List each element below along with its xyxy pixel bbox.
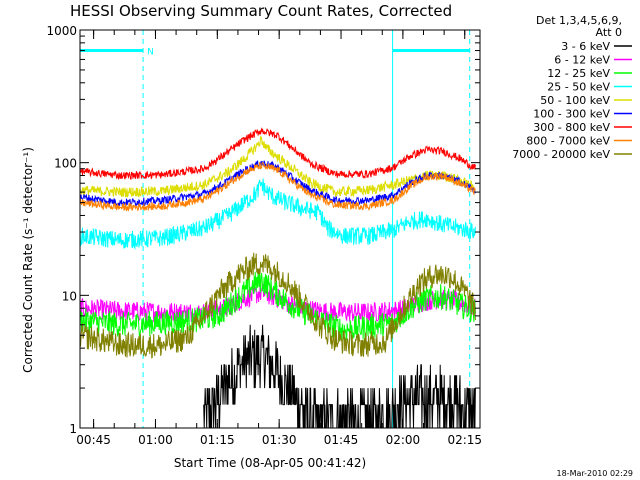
legend-label-5: 100 - 300 keV [533, 108, 610, 121]
series-line-0 [203, 324, 476, 429]
series-800-7000keV [79, 161, 476, 212]
plot-frame [79, 29, 481, 429]
series-25-50keV [79, 178, 476, 250]
x-tick-label-3: 01:30 [262, 433, 297, 447]
axes: 1 10 100 1000 00:45 01:00 01:15 01:30 01:45 02:00… [46, 24, 482, 447]
series-12-25keV [79, 269, 476, 342]
x-tick-label-2: 01:15 [200, 433, 235, 447]
legend-label-6: 300 - 800 keV [533, 121, 610, 134]
footer-date: 18-Mar-2010 02:29 [557, 469, 634, 478]
annotation-bar-label-0: N [147, 48, 154, 58]
series-line-4 [80, 136, 476, 198]
legend-label-3: 25 - 50 keV [547, 81, 610, 94]
series-100-300keV [79, 160, 476, 207]
y-axis-label-group: Corrected Count Rate (s⁻¹ detector⁻¹) [21, 147, 35, 373]
x-tick-label-6: 02:15 [447, 433, 482, 447]
chart-title: HESSI Observing Summary Count Rates, Cor… [70, 2, 452, 20]
legend-label-0: 3 - 6 keV [561, 40, 610, 53]
legend-label-1: 6 - 12 keV [554, 54, 610, 67]
x-tick-label-0: 00:45 [76, 433, 111, 447]
y-tick-label-3: 1000 [46, 24, 77, 38]
series-line-3 [79, 178, 476, 250]
legend-label-4: 50 - 100 keV [540, 94, 610, 107]
x-tick-label-4: 01:45 [324, 433, 359, 447]
legend-label-2: 12 - 25 keV [547, 67, 610, 80]
series-line-8 [79, 252, 476, 359]
y-axis-label: Corrected Count Rate (s⁻¹ detector⁻¹) [21, 147, 35, 373]
y-tick-label-0: 1 [69, 422, 77, 436]
legend-header-0: Det 1,3,4,5,6,9, [536, 14, 622, 27]
series-line-2 [79, 269, 476, 342]
x-axis-label: Start Time (08-Apr-05 00:41:42) [174, 456, 366, 470]
series-7000-20000keV [79, 252, 476, 359]
legend-label-8: 7000 - 20000 keV [512, 148, 610, 161]
series-300-800keV [79, 127, 476, 181]
series-line-6 [79, 127, 476, 181]
series-50-100keV [80, 136, 476, 198]
legend-header-1: Att 0 [596, 26, 622, 39]
series-line-5 [79, 160, 476, 207]
y-tick-label-1: 10 [62, 289, 77, 303]
y-tick-label-2: 100 [54, 157, 77, 171]
plot-area: N [79, 30, 476, 429]
x-tick-label-1: 01:00 [138, 433, 173, 447]
legend-label-7: 800 - 7000 keV [526, 135, 610, 148]
x-tick-label-5: 02:00 [386, 433, 421, 447]
series-3-6keV [203, 324, 476, 429]
series-line-7 [79, 161, 476, 212]
